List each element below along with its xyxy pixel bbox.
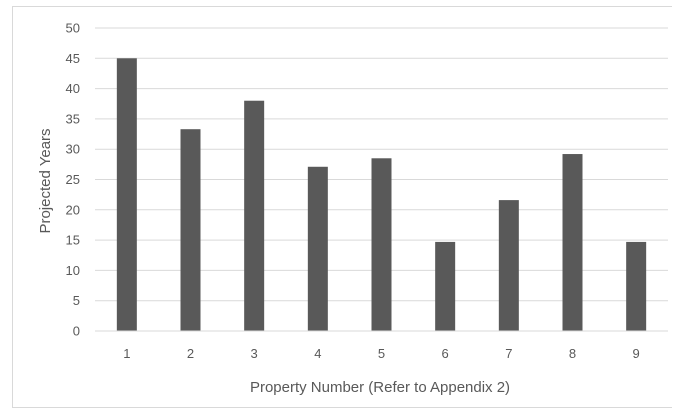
y-tick-label: 35 bbox=[66, 111, 80, 126]
y-axis-ticks: 0 5 10 15 20 25 30 35 40 45 50 bbox=[66, 21, 80, 339]
bars bbox=[116, 58, 647, 332]
x-tick-label: 3 bbox=[251, 346, 258, 361]
x-tick-label: 1 bbox=[123, 346, 130, 361]
y-tick-label: 25 bbox=[66, 172, 80, 187]
x-tick-label: 2 bbox=[187, 346, 194, 361]
y-tick-label: 50 bbox=[66, 21, 80, 36]
y-tick-label: 0 bbox=[73, 324, 80, 339]
x-tick-label: 5 bbox=[378, 346, 385, 361]
bar-property-4 bbox=[307, 166, 328, 331]
bar-property-5 bbox=[371, 158, 392, 331]
x-axis-ticks: 1 2 3 4 5 6 7 8 9 bbox=[123, 346, 640, 361]
y-tick-label: 20 bbox=[66, 202, 80, 217]
bar-property-7 bbox=[498, 200, 519, 331]
x-tick-label: 7 bbox=[505, 346, 512, 361]
y-tick-label: 15 bbox=[66, 233, 80, 248]
bar-property-2 bbox=[180, 129, 201, 331]
x-tick-label: 6 bbox=[442, 346, 449, 361]
y-tick-label: 30 bbox=[66, 142, 80, 157]
y-tick-label: 10 bbox=[66, 263, 80, 278]
bar-property-8 bbox=[562, 154, 583, 331]
y-tick-label: 45 bbox=[66, 51, 80, 66]
x-tick-label: 8 bbox=[569, 346, 576, 361]
x-tick-label: 4 bbox=[314, 346, 321, 361]
bar-property-9 bbox=[626, 241, 647, 331]
y-axis-title: Projected Years bbox=[37, 128, 54, 233]
bar-property-3 bbox=[244, 100, 265, 331]
x-tick-label: 9 bbox=[633, 346, 640, 361]
x-axis-title: Property Number (Refer to Appendix 2) bbox=[250, 379, 510, 396]
bar-property-6 bbox=[435, 241, 456, 331]
y-tick-label: 5 bbox=[73, 293, 80, 308]
y-tick-label: 40 bbox=[66, 81, 80, 96]
bar-property-1 bbox=[116, 58, 137, 332]
